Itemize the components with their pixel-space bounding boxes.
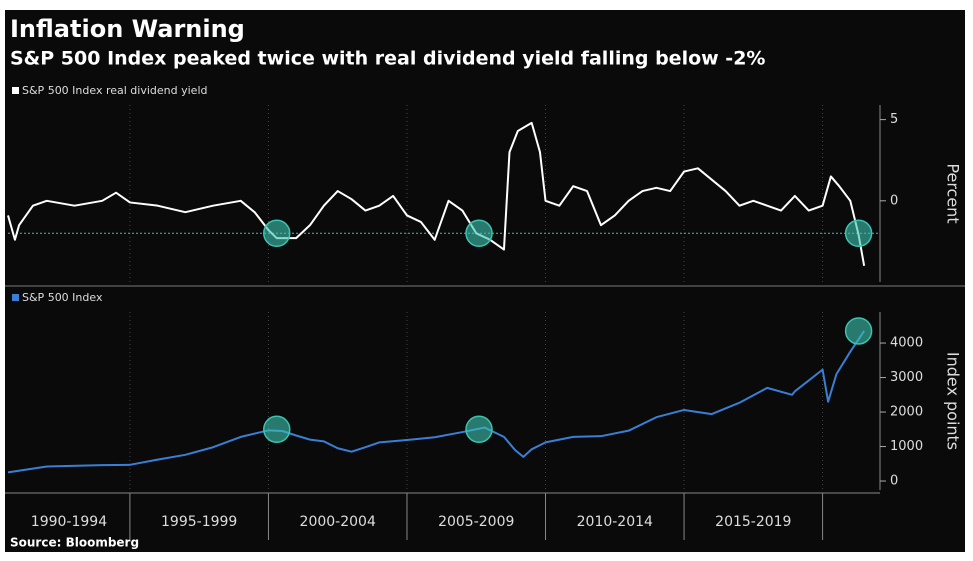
legend-swatch (12, 294, 19, 301)
legend-label: S&P 500 Index real dividend yield (22, 84, 207, 97)
legend-label: S&P 500 Index (22, 291, 103, 304)
chart-subtitle: S&P 500 Index peaked twice with real div… (10, 48, 765, 70)
x-period-label: 2000-2004 (300, 514, 376, 530)
y-tick-label: 0 (890, 474, 898, 489)
x-period-label: 1995-1999 (161, 514, 237, 530)
y-axis-label: Index points (944, 352, 963, 450)
y-tick-label: 2000 (890, 405, 923, 420)
y-tick-label: 4000 (890, 336, 923, 351)
x-period-label: 2005-2009 (438, 514, 514, 530)
legend-swatch (12, 87, 19, 94)
highlight-marker (263, 415, 291, 444)
chart-title: Inflation Warning (10, 15, 245, 43)
highlight-marker (263, 219, 291, 248)
y-tick-label: 5 (890, 112, 898, 127)
highlight-marker (844, 317, 873, 345)
highlight-marker (465, 219, 493, 248)
background (5, 10, 965, 552)
y-axis-label: Percent (944, 163, 963, 223)
x-period-label: 2010-2014 (577, 514, 653, 530)
highlight-marker (465, 415, 493, 444)
y-tick-label: 0 (890, 193, 898, 208)
x-period-label: 2015-2019 (715, 514, 791, 530)
source: Source: Bloomberg (10, 536, 139, 550)
y-tick-label: 3000 (890, 370, 923, 385)
data-line (7, 121, 866, 266)
x-period-label: 1990-1994 (31, 514, 107, 530)
highlight-marker (844, 219, 873, 248)
y-tick-label: 1000 (890, 439, 923, 454)
